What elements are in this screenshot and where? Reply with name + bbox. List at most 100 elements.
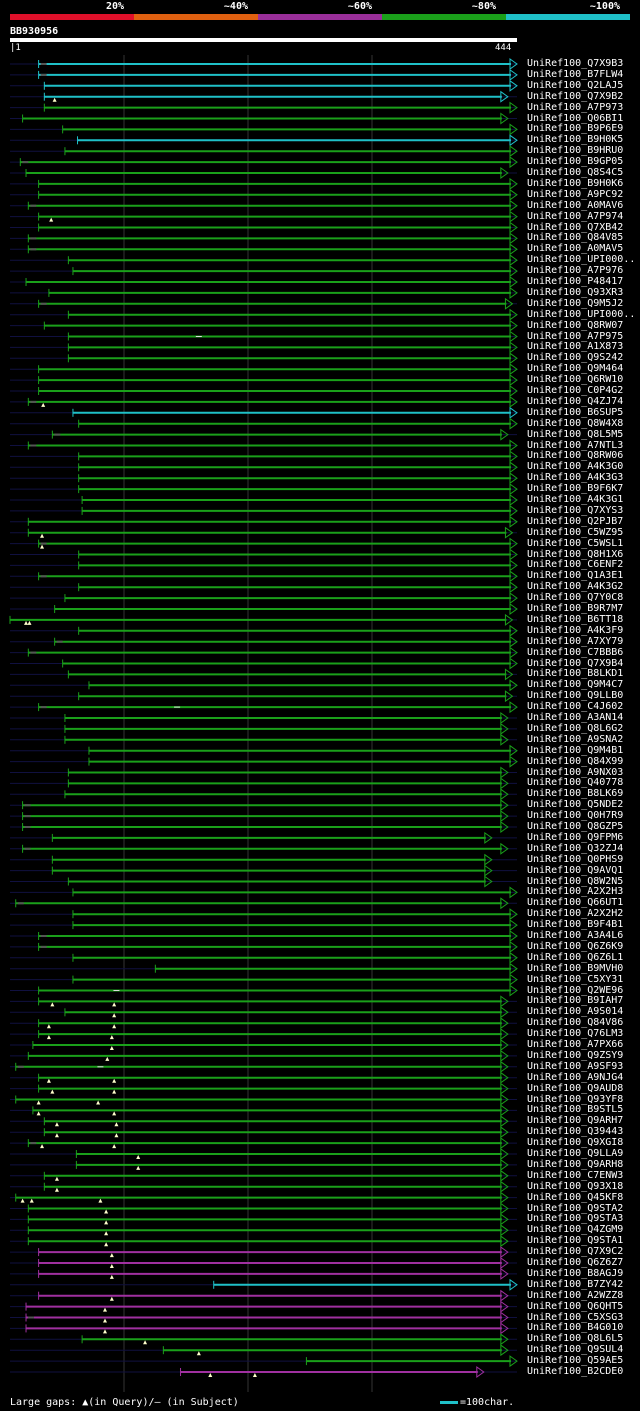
- hit-label[interactable]: UniRef100_B9R7M7: [527, 603, 624, 614]
- hit-label[interactable]: UniRef100_B9F4B1: [527, 919, 624, 931]
- hit-label[interactable]: UniRef100_A7XY79: [527, 635, 624, 647]
- hit-label[interactable]: UniRef100_Q7XYS3: [527, 504, 624, 516]
- hit-label[interactable]: UniRef100_Q6RW10: [527, 374, 624, 386]
- hit-label[interactable]: UniRef100_Q9LLB0: [527, 690, 624, 702]
- hit-label[interactable]: UniRef100_B9MVH0: [527, 962, 624, 974]
- hit-label[interactable]: UniRef100_C5XY31: [527, 973, 624, 985]
- hit-label[interactable]: UniRef100_Q9AUD8: [527, 1082, 624, 1094]
- hit-label[interactable]: UniRef100_B8AGJ9: [527, 1267, 624, 1279]
- hit-label[interactable]: UniRef100_A0MAV6: [527, 199, 624, 211]
- hit-label[interactable]: UniRef100_Q8H1X6: [527, 548, 624, 560]
- hit-label[interactable]: UniRef100_Q2LAJ5: [527, 79, 624, 91]
- hit-label[interactable]: UniRef100_Q84V85: [527, 232, 624, 244]
- hit-label[interactable]: UniRef100_Q84X99: [527, 755, 624, 767]
- hit-label[interactable]: UniRef100_Q8L6L5: [527, 1333, 624, 1345]
- hit-label[interactable]: UniRef100_C6ENF2: [527, 559, 624, 571]
- hit-label[interactable]: UniRef100_B8LKD1: [527, 668, 624, 680]
- hit-label[interactable]: UniRef100_A7P974: [527, 210, 624, 222]
- hit-label[interactable]: UniRef100_A7P973: [527, 101, 624, 113]
- hit-label[interactable]: UniRef100_Q32ZJ4: [527, 842, 624, 854]
- hit-label[interactable]: UniRef100_B6SUP5: [527, 406, 624, 418]
- hit-label[interactable]: UniRef100_Q4ZGM9: [527, 1224, 624, 1236]
- hit-label[interactable]: UniRef100_Q9SUL4: [527, 1344, 624, 1356]
- hit-label[interactable]: UniRef100_Q2PJB7: [527, 515, 624, 527]
- hit-label[interactable]: UniRef100_Q6Z6L1: [527, 951, 624, 963]
- hit-label[interactable]: UniRef100_Q8W4X8: [527, 417, 624, 429]
- hit-label[interactable]: UniRef100_Q2WE96: [527, 984, 624, 996]
- hit-label[interactable]: UniRef100_Q8RW07: [527, 319, 624, 331]
- hit-label[interactable]: UniRef100_A4K3G0: [527, 461, 624, 473]
- hit-label[interactable]: UniRef100_C0P4G2: [527, 385, 624, 396]
- hit-label[interactable]: UniRef100_Q7X9B4: [527, 657, 624, 669]
- hit-label[interactable]: UniRef100_B9HRU0: [527, 145, 624, 157]
- hit-label[interactable]: UniRef100_Q7X9B3: [527, 58, 624, 69]
- hit-label[interactable]: UniRef100_Q06BI1: [527, 112, 624, 124]
- hit-label[interactable]: UniRef100_P48417: [527, 276, 624, 287]
- hit-label[interactable]: UniRef100_A7NTL3: [527, 439, 624, 451]
- hit-label[interactable]: UniRef100_Q6Z6K9: [527, 940, 624, 952]
- hit-label[interactable]: UniRef100_C5XSG3: [527, 1311, 624, 1323]
- hit-label[interactable]: UniRef100_Q9ZSY9: [527, 1049, 624, 1061]
- hit-label[interactable]: UniRef100_A7P976: [527, 265, 624, 277]
- hit-label[interactable]: UniRef100_B4G010: [527, 1322, 624, 1334]
- hit-label[interactable]: UniRef100_Q9XGI8: [527, 1137, 624, 1149]
- hit-label[interactable]: UniRef100_Q6Z6Z7: [527, 1257, 624, 1268]
- hit-label[interactable]: UniRef100_Q4ZJ74: [527, 395, 624, 407]
- hit-label[interactable]: UniRef100_Q8RW06: [527, 450, 624, 462]
- hit-label[interactable]: UniRef100_A9PC92: [527, 188, 624, 200]
- hit-label[interactable]: UniRef100_Q7Y0C8: [527, 592, 624, 604]
- hit-label[interactable]: UniRef100_Q9STA3: [527, 1213, 624, 1225]
- hit-label[interactable]: UniRef100_Q40778: [527, 777, 624, 789]
- hit-label[interactable]: UniRef100_Q6QHT5: [527, 1300, 624, 1312]
- hit-label[interactable]: UniRef100_Q9ARH7: [527, 1115, 624, 1127]
- hit-label[interactable]: UniRef100_C5WSL1: [527, 537, 624, 549]
- hit-label[interactable]: UniRef100_B8LK69: [527, 788, 624, 800]
- hit-label[interactable]: UniRef100_Q66UT1: [527, 897, 624, 909]
- hit-label[interactable]: UniRef100_Q76LM3: [527, 1028, 624, 1040]
- hit-label[interactable]: UniRef100_A3A4L6: [527, 930, 624, 941]
- hit-label[interactable]: UniRef100_A0MAV5: [527, 243, 624, 255]
- hit-label[interactable]: UniRef100_Q9LLA9: [527, 1148, 624, 1159]
- hit-label[interactable]: UniRef100_B9GP05: [527, 156, 624, 168]
- hit-label[interactable]: UniRef100_B9H0K5: [527, 134, 624, 146]
- hit-label[interactable]: UniRef100_A2X2H3: [527, 886, 624, 898]
- hit-label[interactable]: UniRef100_A7PX66: [527, 1039, 624, 1050]
- hit-label[interactable]: UniRef100_Q9M4B1: [527, 744, 624, 756]
- hit-label[interactable]: UniRef100_Q45KF8: [527, 1191, 624, 1203]
- hit-label[interactable]: UniRef100_A7P975: [527, 330, 624, 342]
- hit-label[interactable]: UniRef100_Q0H7R9: [527, 810, 624, 822]
- hit-label[interactable]: UniRef100_Q9FPM6: [527, 831, 624, 843]
- hit-label[interactable]: UniRef100_B7ZY42: [527, 1278, 624, 1290]
- hit-label[interactable]: UniRef100_A4K3G1: [527, 494, 624, 505]
- hit-label[interactable]: UniRef100_A2WZZ8: [527, 1289, 624, 1301]
- hit-label[interactable]: UniRef100_C7ENW3: [527, 1169, 624, 1181]
- hit-label[interactable]: UniRef100_Q9ARH8: [527, 1158, 624, 1170]
- hit-label[interactable]: UniRef100_UPI000..: [527, 254, 636, 266]
- hit-label[interactable]: UniRef100_A9NJG4: [527, 1071, 624, 1083]
- hit-label[interactable]: UniRef100_B9STL5: [527, 1104, 624, 1116]
- hit-label[interactable]: UniRef100_Q0PHS9: [527, 853, 624, 865]
- hit-label[interactable]: UniRef100_Q8L6G2: [527, 722, 624, 734]
- hit-label[interactable]: UniRef100_C5WZ95: [527, 526, 624, 538]
- hit-label[interactable]: UniRef100_UPI000..: [527, 308, 636, 320]
- hit-label[interactable]: UniRef100_B2CDE0: [527, 1366, 624, 1377]
- hit-label[interactable]: UniRef100_B9H0K6: [527, 177, 624, 189]
- hit-label[interactable]: UniRef100_A4K3G3: [527, 472, 624, 484]
- hit-label[interactable]: UniRef100_Q8W2N5: [527, 875, 624, 887]
- hit-label[interactable]: UniRef100_A4K3F9: [527, 624, 624, 636]
- hit-label[interactable]: UniRef100_Q8GZP5: [527, 821, 624, 832]
- hit-label[interactable]: UniRef100_Q9M4C7: [527, 679, 624, 691]
- hit-label[interactable]: UniRef100_Q93X18: [527, 1180, 624, 1192]
- hit-label[interactable]: UniRef100_Q7X9B2: [527, 90, 624, 102]
- hit-label[interactable]: UniRef100_Q8L5M5: [527, 428, 624, 440]
- hit-label[interactable]: UniRef100_B9IAH7: [527, 995, 624, 1007]
- hit-label[interactable]: UniRef100_C4J602: [527, 701, 624, 713]
- hit-label[interactable]: UniRef100_Q8S4C5: [527, 167, 624, 178]
- hit-label[interactable]: UniRef100_A4K3G2: [527, 581, 624, 593]
- hit-label[interactable]: UniRef100_C7BBB6: [527, 646, 624, 658]
- hit-label[interactable]: UniRef100_Q9STA2: [527, 1202, 624, 1214]
- hit-label[interactable]: UniRef100_A9NX03: [527, 766, 624, 778]
- hit-label[interactable]: UniRef100_Q9AVQ1: [527, 864, 624, 876]
- hit-label[interactable]: UniRef100_Q9M5J2: [527, 297, 624, 309]
- hit-label[interactable]: UniRef100_Q9STA1: [527, 1235, 624, 1247]
